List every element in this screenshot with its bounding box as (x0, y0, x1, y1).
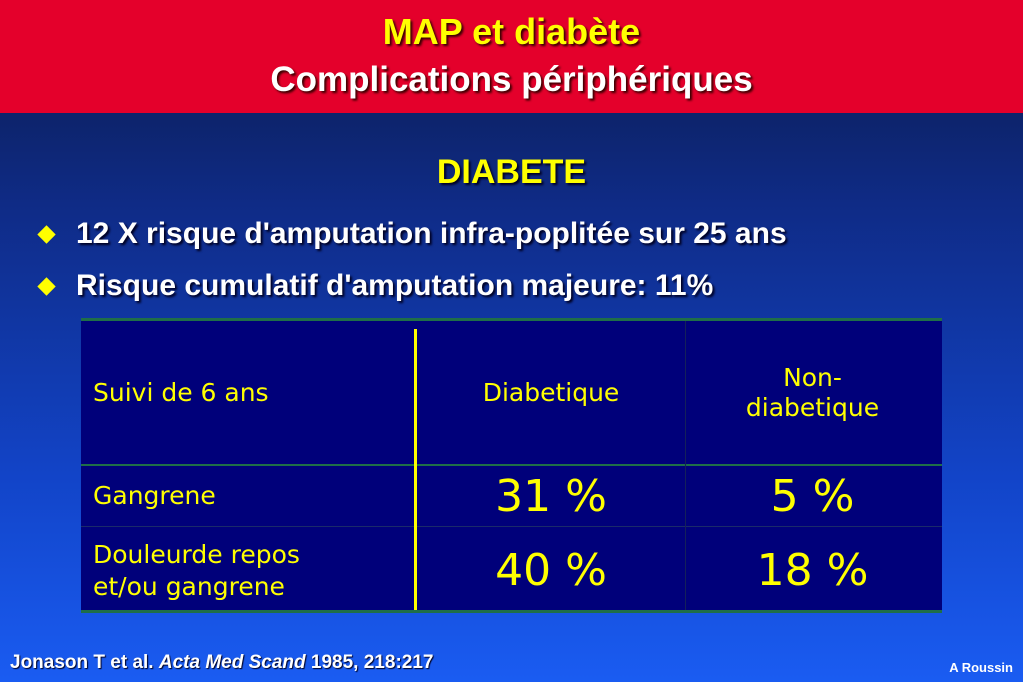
table-header-cell: Suivi de 6 ans (93, 378, 269, 407)
row-divider (81, 526, 942, 527)
slide-title: MAP et diabète (382, 11, 641, 52)
column-divider (414, 329, 417, 610)
row-divider (81, 464, 942, 466)
diamond-bullet-icon (37, 224, 56, 244)
data-table: Suivi de 6 ans Diabetique Non- diabetiqu… (81, 318, 942, 613)
diamond-bullet-icon (37, 276, 56, 296)
bullet-item: 12 X risque d'amputation infra-poplitée … (36, 214, 787, 254)
row-label-text: et/ou gangrene (93, 571, 285, 601)
row-label: Douleurde repos et/ou gangrene (93, 528, 300, 613)
table-header-cell: Non- diabetique (686, 321, 939, 464)
author-credit: A Roussin (949, 660, 1013, 675)
reference-details: 1985, 218:217 (305, 652, 434, 673)
bullet-item: Risque cumulatif d'amputation majeure: 1… (36, 266, 713, 306)
table-cell: 5 % (770, 470, 855, 522)
reference-journal: Acta Med Scand (158, 652, 306, 673)
reference-citation: Jonason T et al. Acta Med Scand 1985, 21… (10, 652, 433, 674)
section-heading: DIABETE (436, 153, 587, 191)
table-header-cell: Diabetique (482, 378, 620, 407)
reference-authors: Jonason T et al. (10, 652, 159, 673)
slide-title-secondary: Complications périphériques (270, 60, 753, 99)
table-cell: 31 % (495, 470, 607, 522)
header-text: Non- (783, 362, 842, 392)
row-label: Gangrene (93, 481, 216, 510)
row-label-text: Douleurde repos (93, 539, 300, 569)
bullet-text: 12 X risque d'amputation infra-poplitée … (76, 217, 787, 250)
table-cell: 18 % (756, 545, 869, 596)
slide-header: MAP et diabète Complications périphériqu… (0, 0, 1023, 113)
bullet-text: Risque cumulatif d'amputation majeure: 1… (76, 269, 714, 302)
header-text: diabetique (745, 392, 880, 422)
column-divider (685, 321, 686, 610)
table-cell: 40 % (495, 545, 607, 596)
